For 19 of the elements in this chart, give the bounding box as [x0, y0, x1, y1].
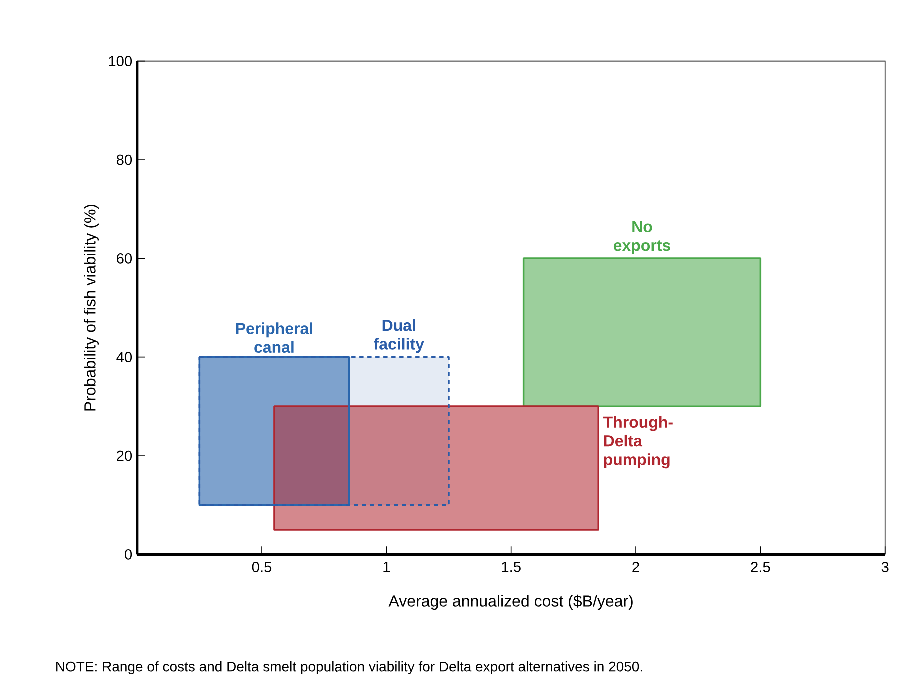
x-tick-label: 1.5: [502, 562, 521, 572]
series-label: Through-Delta pumping: [604, 416, 673, 469]
x-axis-title: Average annualized cost ($B/year): [388, 594, 633, 610]
x-tick-label: 0.5: [252, 562, 272, 572]
series-label: Dual facility: [374, 319, 424, 354]
y-tick-label: 60: [117, 253, 132, 264]
x-tick-label: 1: [384, 562, 390, 572]
y-tick-label: 100: [109, 56, 132, 67]
series-label: Peripheral canal: [236, 322, 312, 354]
series-label: No exports: [614, 221, 670, 254]
y-tick-label: 80: [116, 154, 132, 166]
y-tick-label: 0: [125, 549, 132, 560]
x-tick-label: 2.5: [751, 562, 770, 572]
y-tick-label: 20: [117, 450, 132, 462]
text: NOTE: Range of costs and Delta smelt population viability for Delta export alternatives in 2050.: [56, 661, 642, 675]
y-axis-title: Probability of fish viability (%): [84, 204, 100, 411]
x-tick-label: 2: [632, 562, 640, 572]
y-tick-label: 40: [116, 352, 132, 363]
x-tick-label: 3: [882, 562, 889, 572]
